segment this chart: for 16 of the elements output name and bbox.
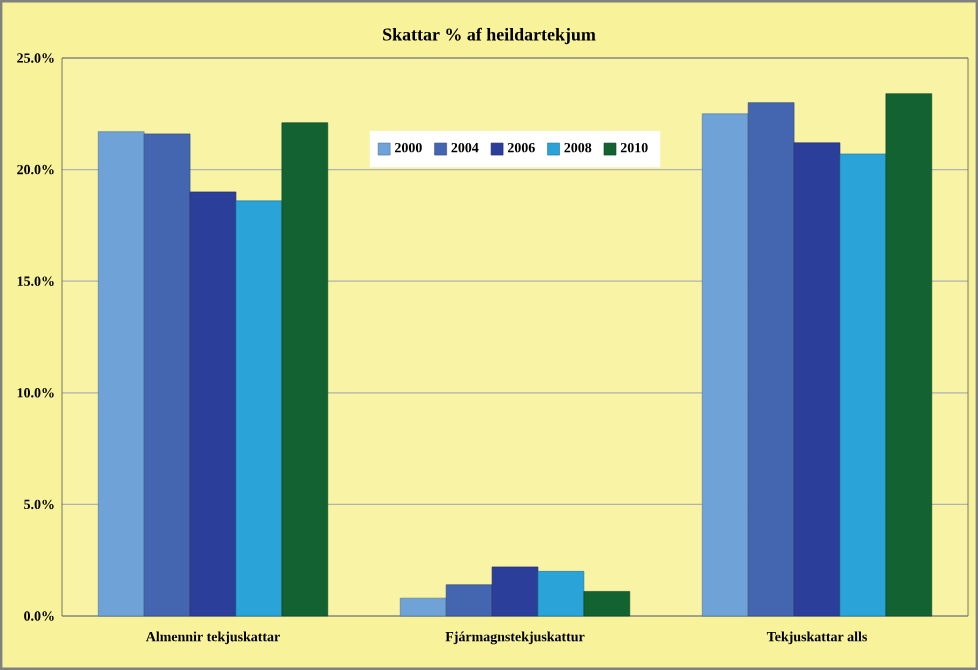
bar bbox=[583, 591, 631, 617]
bar bbox=[701, 113, 749, 617]
bar bbox=[235, 200, 283, 617]
bar bbox=[399, 597, 447, 617]
chart-title: Skattar % af heildartekjum bbox=[383, 27, 596, 45]
bar bbox=[793, 142, 841, 617]
bar bbox=[747, 102, 795, 617]
bar bbox=[839, 153, 887, 617]
bar bbox=[885, 93, 933, 617]
bar bbox=[189, 191, 237, 617]
bar bbox=[281, 122, 329, 617]
bar bbox=[537, 571, 585, 617]
bar bbox=[445, 584, 493, 617]
bar bbox=[97, 131, 145, 617]
bar bbox=[491, 566, 539, 617]
bar bbox=[143, 133, 191, 617]
